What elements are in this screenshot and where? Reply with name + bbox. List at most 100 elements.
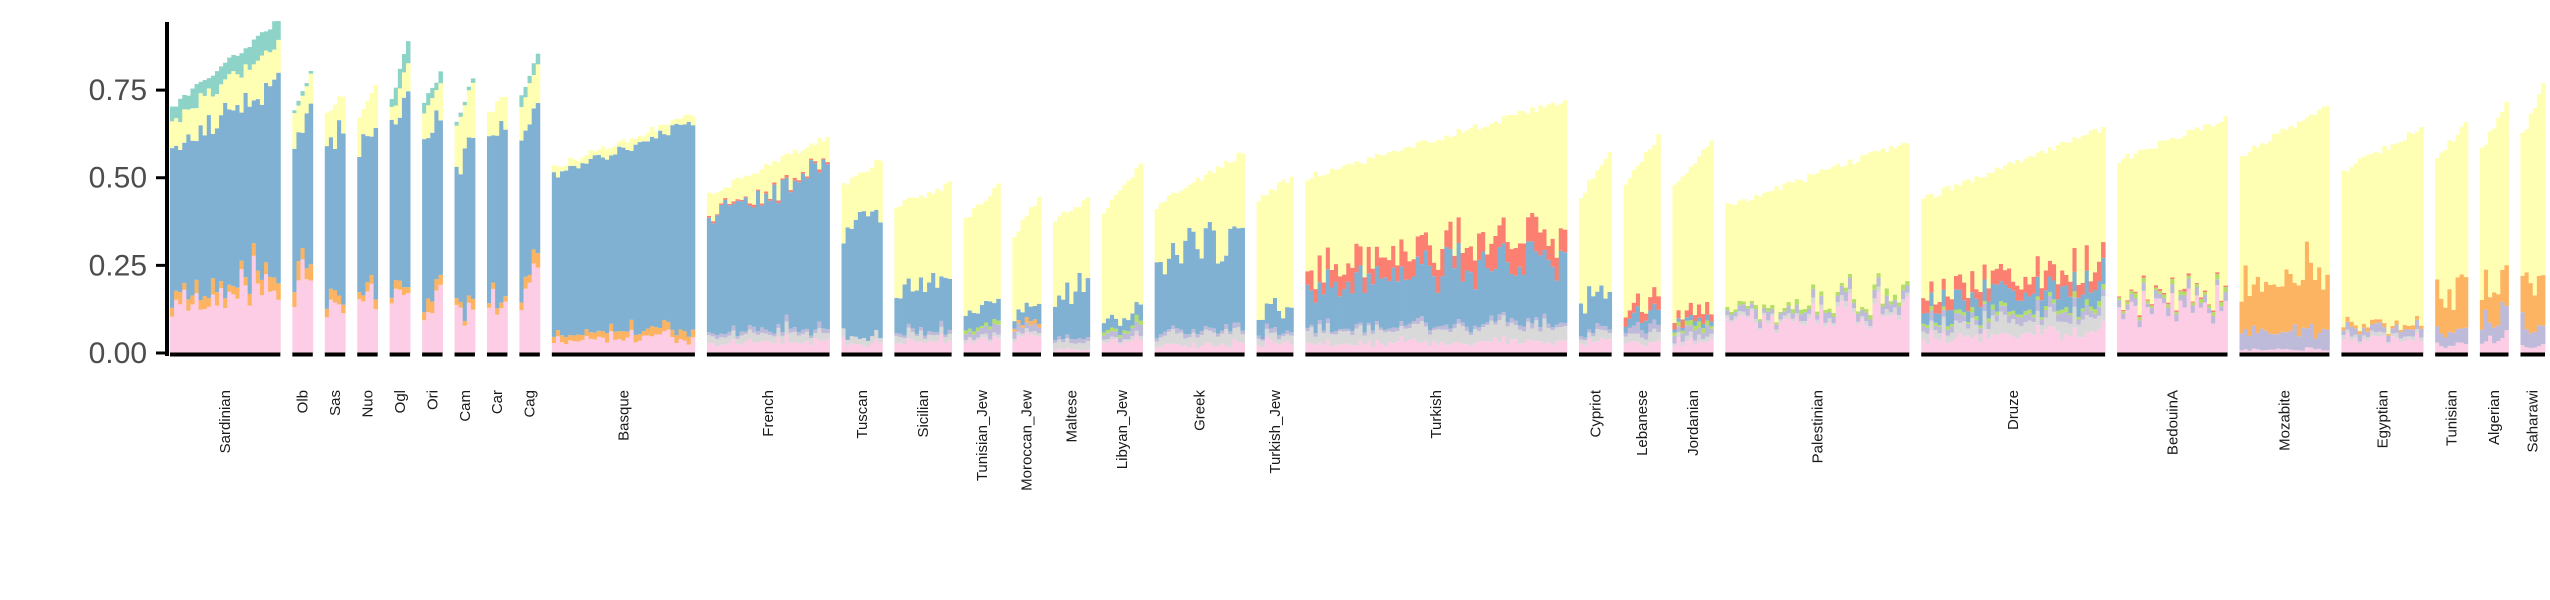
bar-segment-lavender	[1191, 328, 1196, 333]
bar-segment-lavender	[2447, 331, 2452, 346]
bar-segment-gray	[1085, 340, 1091, 350]
bar-segment-orange	[588, 332, 594, 339]
bar-segment-lavender	[2304, 328, 2310, 348]
bar-segment-pink	[2394, 337, 2400, 353]
bar-segment-blue	[894, 297, 899, 334]
bar-segment-lavender	[1696, 327, 1702, 335]
bar-segment-lavender	[768, 331, 773, 336]
bar-segment-pink	[251, 255, 257, 353]
bar-segment-yellow	[1179, 190, 1184, 264]
bar-segment-lavender	[2043, 309, 2049, 318]
bar-segment-orange	[2345, 316, 2350, 322]
group-label: Algerian	[2486, 390, 2503, 445]
bar-column	[1530, 107, 1535, 353]
bar-column	[927, 192, 932, 353]
bar-segment-lavender	[2158, 293, 2163, 299]
bar-column	[670, 120, 675, 353]
bar-segment-gray	[1815, 319, 1820, 324]
bar-segment-gray	[1468, 335, 1474, 346]
bar-segment-yellow	[800, 150, 806, 172]
bar-column	[2198, 130, 2204, 353]
bar-segment-red	[792, 177, 798, 181]
bar-column	[2300, 120, 2306, 353]
bar-segment-lavender	[776, 324, 781, 328]
bar-segment-yellow	[1733, 204, 1738, 310]
bar-segment-yellow	[1745, 201, 1751, 306]
bar-segment-yellow	[422, 113, 427, 140]
bar-segment-blue	[1925, 312, 1930, 325]
bar-column	[1289, 176, 1294, 353]
bar-column	[2313, 114, 2318, 353]
bar-segment-pink	[813, 338, 818, 353]
bar-column	[332, 104, 338, 353]
bar-segment-orange	[426, 298, 431, 313]
bar-segment-orange	[2390, 325, 2395, 329]
bar-segment-red	[2031, 276, 2037, 294]
bar-segment-pink	[1440, 341, 1445, 353]
bar-column	[1933, 197, 1938, 353]
bar-segment-yellow	[1798, 179, 1804, 310]
bar-segment-green	[1843, 287, 1849, 292]
bar-segment-yellow	[1272, 190, 1278, 298]
bar-segment-blue	[1501, 243, 1507, 313]
bar-segment-yellow	[1448, 137, 1453, 222]
bar-segment-gray	[1962, 321, 1967, 338]
bar-segment-yellow	[198, 93, 204, 126]
bar-column	[690, 116, 696, 353]
bar-segment-teal	[434, 82, 439, 91]
bar-segment-lavender	[1709, 328, 1714, 334]
bar-segment-teal	[308, 70, 314, 74]
bar-segment-red	[1415, 236, 1421, 257]
bar-segment-pink	[723, 344, 728, 353]
bar-segment-green	[2153, 287, 2159, 290]
bar-segment-green	[2035, 296, 2041, 300]
bar-segment-green	[1994, 311, 2000, 316]
bar-segment-lavender	[1627, 327, 1633, 334]
bar-segment-gray	[1587, 332, 1592, 339]
bar-column	[2060, 141, 2065, 353]
bar-column	[2243, 156, 2249, 353]
bar-segment-blue	[243, 92, 249, 278]
bar-segment-gray	[2088, 317, 2094, 332]
bar-segment-blue	[2064, 285, 2069, 308]
bar-segment-lavender	[2023, 314, 2028, 323]
bar-segment-lavender	[2414, 319, 2420, 330]
bar-column	[401, 54, 407, 353]
bar-segment-orange	[328, 288, 334, 300]
bar-segment-pink	[1998, 332, 2004, 353]
bar-segment-pink	[1309, 343, 1314, 353]
bar-segment-lavender	[755, 331, 761, 335]
bar-segment-green	[2092, 309, 2098, 314]
bar-column	[1905, 143, 1910, 353]
bar-column	[369, 92, 374, 353]
bar-segment-yellow	[2133, 153, 2138, 292]
bar-segment-yellow	[1415, 142, 1421, 237]
bar-column	[2084, 134, 2090, 353]
bar-segment-lavender	[796, 332, 802, 336]
bar-segment-pink	[2243, 349, 2249, 353]
bar-segment-orange	[357, 292, 362, 300]
bar-segment-pink	[861, 345, 867, 353]
bar-segment-pink	[580, 340, 585, 353]
bar-segment-gray	[1656, 332, 1661, 341]
bar-segment-red	[1648, 297, 1653, 311]
group-label: Tunisian_Jew	[974, 390, 991, 481]
bar-column	[1578, 198, 1584, 353]
bar-segment-green	[1864, 309, 1869, 313]
bar-segment-gray	[755, 334, 761, 343]
bar-column	[466, 86, 472, 353]
bar-column	[1101, 213, 1107, 353]
bar-segment-blue	[401, 97, 407, 288]
bar-segment-yellow	[2451, 141, 2457, 310]
bar-segment-yellow	[1978, 177, 1983, 292]
bar-segment-red	[1362, 277, 1368, 293]
bar-segment-pink	[2076, 337, 2082, 353]
bar-segment-red	[1448, 221, 1453, 249]
bar-segment-yellow	[2027, 155, 2032, 285]
bar-segment-yellow	[1538, 105, 1543, 233]
bar-segment-gray	[1762, 312, 1767, 316]
bar-column	[2056, 144, 2061, 353]
bar-segment-lavender	[1333, 331, 1339, 335]
bar-segment-yellow	[1790, 182, 1796, 310]
bar-segment-lavender	[1705, 325, 1710, 337]
